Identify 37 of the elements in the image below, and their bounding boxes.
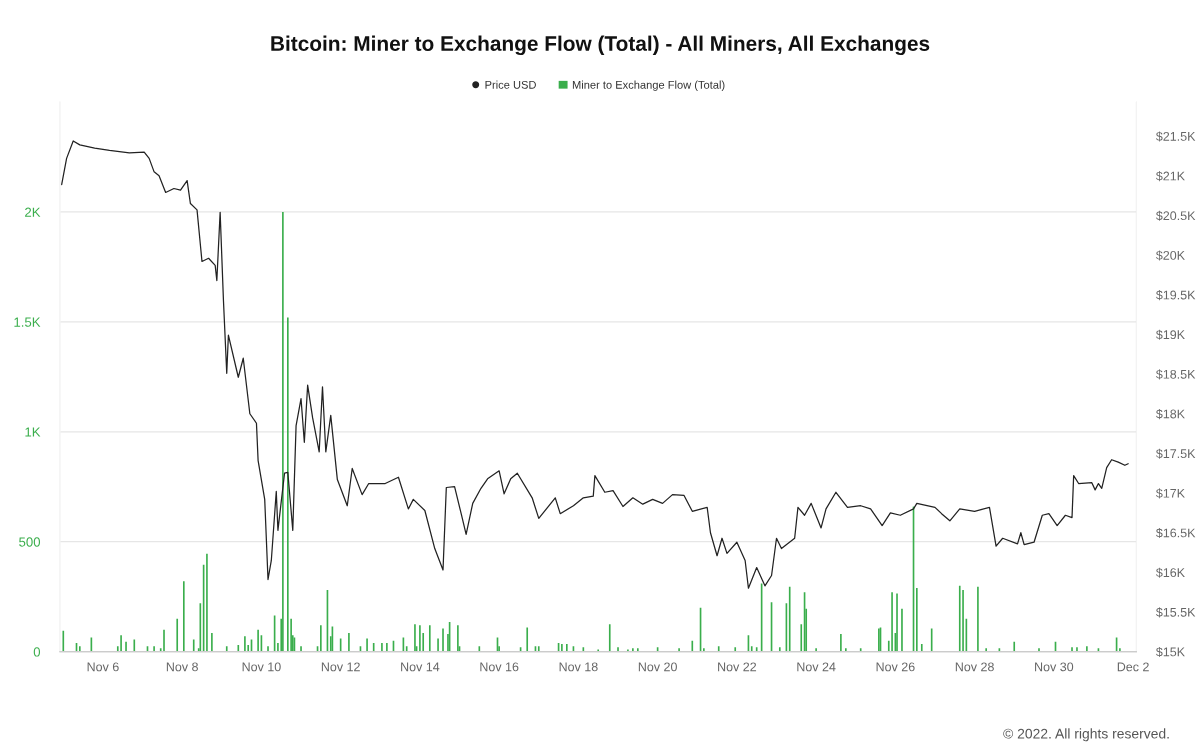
y2-tick-label: $20K (1155, 250, 1185, 261)
legend-label: Price USD (485, 80, 536, 89)
y-tick-label: 2K (25, 207, 41, 217)
x-tick-label: Nov 20 (638, 662, 677, 672)
x-tick-label: Nov 12 (321, 662, 360, 672)
chart-title: Bitcoin: Miner to Exchange Flow (Total) - All Miners, All Exchanges (271, 35, 930, 56)
y2-tick-label: $21.5K (1155, 131, 1196, 142)
x-tick-label: Nov 16 (480, 662, 519, 672)
y2-tick-label: $17K (1155, 488, 1185, 499)
y2-tick-label: $18K (1155, 409, 1185, 420)
x-tick-label: Nov 22 (718, 662, 757, 672)
x-tick-label: Dec 2 (1117, 662, 1149, 672)
text: © 2022. All rights reserved. (1003, 728, 1169, 742)
x-tick-label: Nov 8 (166, 662, 198, 672)
y2-tick-label: $20.5K (1155, 210, 1196, 221)
y2-tick-label: $16K (1155, 567, 1185, 578)
x-tick-label: Nov 28 (955, 662, 994, 672)
x-tick-label: Nov 10 (242, 662, 281, 672)
y-tick-label: 1K (25, 427, 41, 437)
x-tick-label: Nov 18 (559, 662, 598, 672)
y2-tick-label: $19.5K (1155, 290, 1196, 301)
y2-tick-label: $21K (1155, 171, 1185, 182)
y2-tick-label: $15.5K (1155, 607, 1196, 618)
y-tick-label: 500 (19, 537, 41, 547)
x-tick-label: Nov 14 (401, 662, 440, 672)
x-tick-label: Nov 30 (1035, 662, 1074, 672)
x-tick-label: Nov 6 (87, 662, 119, 672)
x-tick-label: Nov 24 (797, 662, 836, 672)
y-tick-label: 0 (33, 647, 41, 657)
y2-tick-label: $17.5K (1155, 448, 1196, 459)
y2-tick-label: $18.5K (1155, 369, 1196, 380)
y2-tick-label: $16.5K (1155, 527, 1196, 539)
x-tick-label: Nov 26 (876, 662, 915, 672)
y2-tick-label: $15K (1155, 646, 1185, 658)
y2-tick-label: $19K (1155, 329, 1185, 340)
legend-label: Miner to Exchange Flow (Total) (572, 80, 725, 91)
y-tick-label: 1.5K (14, 317, 41, 327)
